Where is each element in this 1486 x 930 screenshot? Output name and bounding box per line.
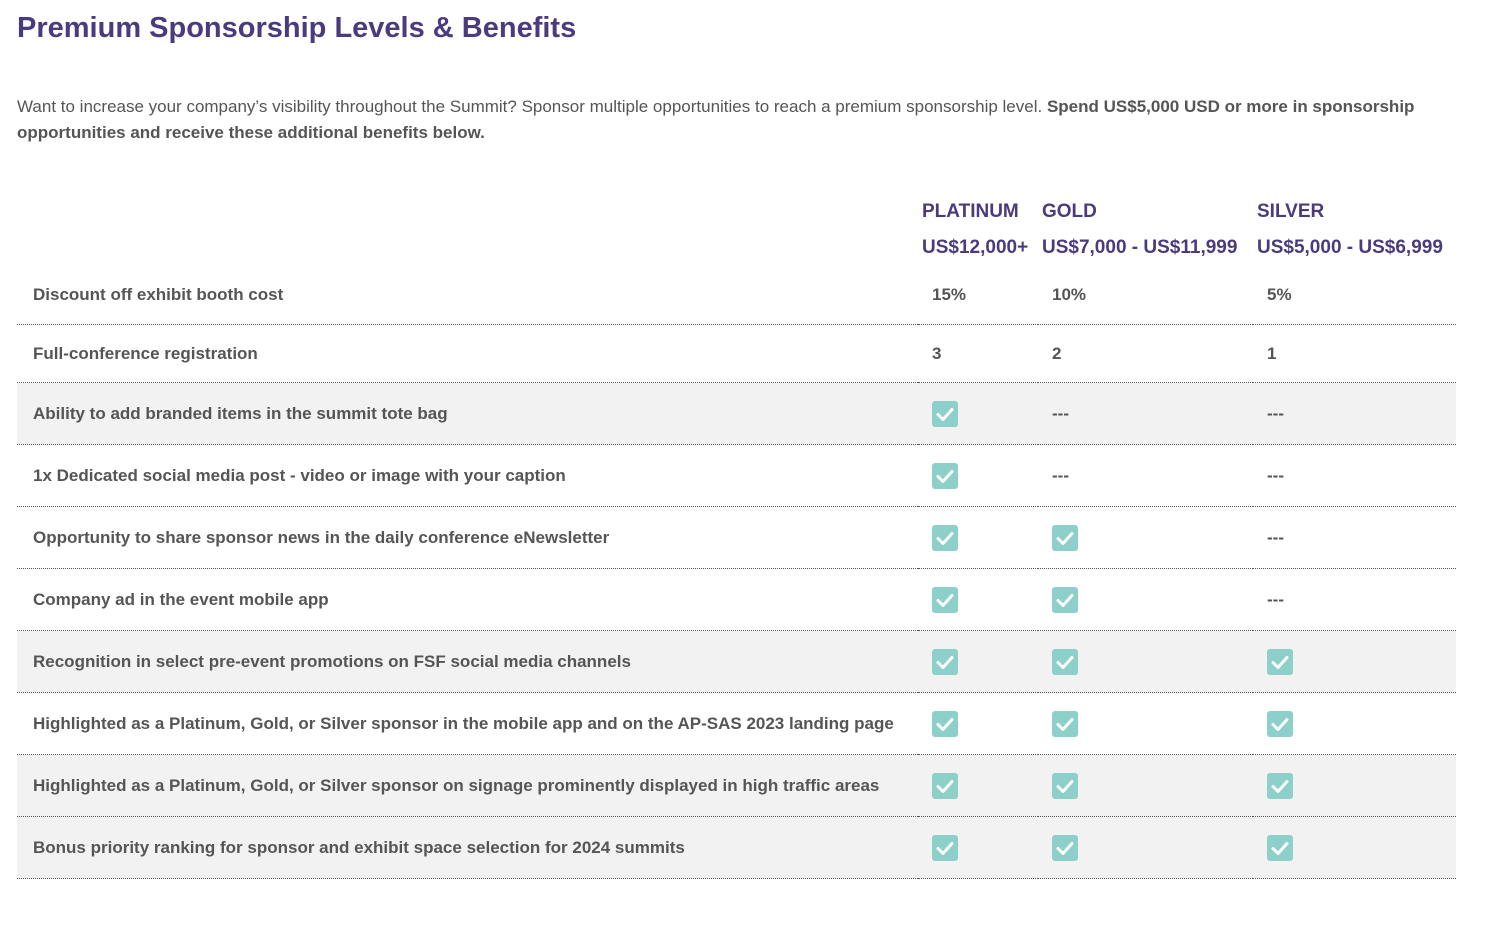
check-cell xyxy=(1253,754,1456,817)
benefit-row: Full-conference registration 3 2 1 xyxy=(17,324,1456,383)
benefit-label: Company ad in the event mobile app xyxy=(17,568,918,631)
benefit-label: Ability to add branded items in the summ… xyxy=(17,382,918,445)
value-cell: --- xyxy=(1038,444,1253,507)
level-level: PLATINUM xyxy=(922,201,1019,222)
value-cell: 2 xyxy=(1038,324,1253,383)
check-cell xyxy=(918,630,1038,693)
check-cell xyxy=(1038,568,1253,631)
check-icon xyxy=(1267,772,1293,799)
check-cell xyxy=(1038,816,1253,879)
benefit-row: Opportunity to share sponsor news in the… xyxy=(17,506,1456,569)
header-blank xyxy=(17,194,918,230)
check-icon xyxy=(932,586,958,613)
table-body: Discount off exhibit booth cost 15% 10% 5% F… xyxy=(17,266,1456,879)
check-icon xyxy=(932,772,958,799)
benefits-table: PLATINUM GOLD SILVER US$12,000+ US$7,000 - U… xyxy=(17,194,1456,879)
check-cell xyxy=(1038,506,1253,569)
level-price: US$7,000 - US$11,999 xyxy=(1042,237,1238,258)
value-cell: 15% xyxy=(918,266,1038,325)
benefit-row: Highlighted as a Platinum, Gold, or Silv… xyxy=(17,692,1456,755)
value-cell: 5% xyxy=(1253,266,1456,325)
benefit-label: Discount off exhibit booth cost xyxy=(17,266,918,325)
value-cell: --- xyxy=(1253,444,1456,507)
check-icon xyxy=(1267,834,1293,861)
check-icon xyxy=(1052,524,1078,551)
check-icon xyxy=(932,710,958,737)
benefit-label: Opportunity to share sponsor news in the… xyxy=(17,506,918,569)
benefit-row: Ability to add branded items in the summ… xyxy=(17,382,1456,445)
benefit-row: Discount off exhibit booth cost 15% 10% 5% xyxy=(17,266,1456,325)
value-cell: --- xyxy=(1253,506,1456,569)
check-icon xyxy=(1267,710,1293,737)
check-icon xyxy=(1052,648,1078,675)
benefit-label: 1x Dedicated social media post - video o… xyxy=(17,444,918,507)
check-icon xyxy=(932,834,958,861)
check-cell xyxy=(918,754,1038,817)
intro: Want to increase your company’s visibili… xyxy=(17,94,1417,146)
check-cell xyxy=(918,444,1038,507)
benefit-label: Recognition in select pre-event promotio… xyxy=(17,630,918,693)
table-head: PLATINUM GOLD SILVER US$12,000+ US$7,000 - U… xyxy=(17,194,1456,266)
value-cell: --- xyxy=(1038,382,1253,445)
check-cell xyxy=(918,568,1038,631)
value-cell: --- xyxy=(1253,568,1456,631)
benefit-label: Full-conference registration xyxy=(17,324,918,383)
header-blank xyxy=(17,230,918,266)
value-cell: 3 xyxy=(918,324,1038,383)
benefit-row: Highlighted as a Platinum, Gold, or Silv… xyxy=(17,754,1456,817)
check-cell xyxy=(918,382,1038,445)
check-icon xyxy=(1052,772,1078,799)
benefit-label: Highlighted as a Platinum, Gold, or Silv… xyxy=(17,692,918,755)
check-icon xyxy=(932,524,958,551)
intro-bold: Spend US$5,000 USD or more in sponsorshi… xyxy=(17,97,1415,142)
check-cell xyxy=(918,506,1038,569)
check-icon xyxy=(932,648,958,675)
check-cell xyxy=(1038,754,1253,817)
value-cell: --- xyxy=(1253,382,1456,445)
check-cell xyxy=(1038,692,1253,755)
benefit-row: 1x Dedicated social media post - video o… xyxy=(17,444,1456,507)
check-icon xyxy=(1267,648,1293,675)
benefit-row: Bonus priority ranking for sponsor and e… xyxy=(17,816,1456,879)
benefit-row: Recognition in select pre-event promotio… xyxy=(17,630,1456,693)
check-cell xyxy=(1253,692,1456,755)
check-cell xyxy=(918,692,1038,755)
check-icon xyxy=(932,462,958,489)
check-icon xyxy=(1052,834,1078,861)
check-cell xyxy=(1253,816,1456,879)
benefit-label: Bonus priority ranking for sponsor and e… xyxy=(17,816,918,879)
check-icon xyxy=(1052,586,1078,613)
header-row: PLATINUM GOLD SILVER xyxy=(17,194,1456,230)
check-cell xyxy=(1038,630,1253,693)
check-icon xyxy=(932,400,958,427)
value-cell: 10% xyxy=(1038,266,1253,325)
intro-text: Want to increase your company’s visibili… xyxy=(17,97,1047,116)
benefit-row: Company ad in the event mobile app --- xyxy=(17,568,1456,631)
benefit-label: Highlighted as a Platinum, Gold, or Silv… xyxy=(17,754,918,817)
level-price: US$5,000 - US$6,999 xyxy=(1257,237,1443,258)
check-cell xyxy=(1253,630,1456,693)
header-row: US$12,000+ US$7,000 - US$11,999 US$5,000 -… xyxy=(17,230,1456,266)
value-cell: 1 xyxy=(1253,324,1456,383)
check-cell xyxy=(918,816,1038,879)
page-title: Premium Sponsorship Levels & Benefits xyxy=(17,12,577,44)
check-icon xyxy=(1052,710,1078,737)
level-level: SILVER xyxy=(1257,201,1325,222)
level-level: GOLD xyxy=(1042,201,1097,222)
level-price: US$12,000+ xyxy=(922,237,1029,258)
